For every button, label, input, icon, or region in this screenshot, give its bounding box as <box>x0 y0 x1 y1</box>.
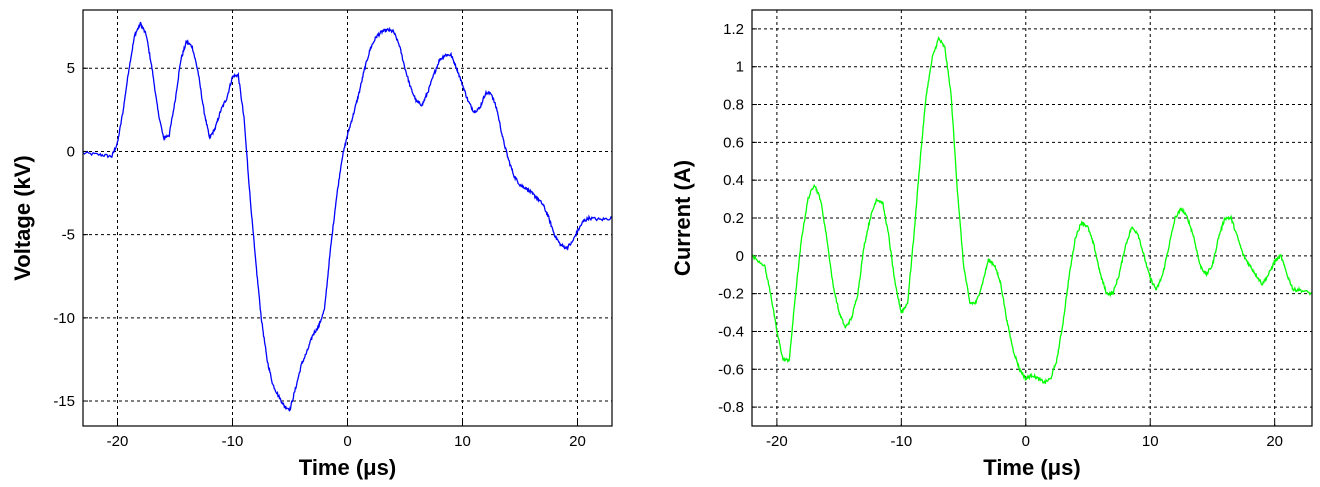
y-tick-label: 0.2 <box>723 210 744 227</box>
y-tick-label: -0.6 <box>718 361 744 378</box>
y-tick-label: 0.8 <box>723 97 744 114</box>
y-tick-label: 0 <box>67 143 75 160</box>
x-tick-label: -20 <box>107 433 129 450</box>
y-tick-label: 0.4 <box>723 172 744 189</box>
x-tick-label: 20 <box>1266 433 1283 450</box>
x-tick-label: 0 <box>1022 433 1030 450</box>
y-tick-label: 0 <box>736 248 744 265</box>
y-tick-label: -15 <box>53 393 75 410</box>
y-tick-label: 1.2 <box>723 21 744 38</box>
x-tick-label: -10 <box>222 433 244 450</box>
voltage-chart: -20 -10 0 10 20 -15 -10 -5 0 5 Time (μs) Voltage (k… <box>10 9 613 480</box>
y-tick-label: -0.4 <box>718 323 744 340</box>
y-tick-label: -0.8 <box>718 399 744 416</box>
plot-frame <box>82 9 613 427</box>
x-tick-label: 20 <box>569 433 586 450</box>
x-tick-label: -20 <box>766 433 788 450</box>
y-tick-label: -5 <box>62 227 75 244</box>
x-tick-label: 10 <box>454 433 471 450</box>
y-axis-label: Voltage (kV) <box>10 155 35 281</box>
series-line <box>751 36 1313 385</box>
y-tick-label: 1 <box>736 59 744 76</box>
current-chart: -20 -10 0 10 20 -0.8 -0.6 -0.4 -0.2 0 0.2 0.4 0.6 0.8… <box>670 9 1313 480</box>
y-tick-label: 5 <box>67 60 75 77</box>
y-tick-label: 0.6 <box>723 134 744 151</box>
plot-frame <box>751 9 1313 427</box>
y-tick-label: -0.2 <box>718 286 744 303</box>
y-axis-label: Current (A) <box>670 160 695 276</box>
y-tick-label: -10 <box>53 310 75 327</box>
series-line <box>82 21 613 412</box>
x-tick-label: -10 <box>890 433 912 450</box>
x-tick-label: 0 <box>343 433 351 450</box>
x-axis-label: Time (μs) <box>299 455 396 480</box>
x-axis-label: Time (μs) <box>983 455 1080 480</box>
x-tick-label: 10 <box>1142 433 1159 450</box>
